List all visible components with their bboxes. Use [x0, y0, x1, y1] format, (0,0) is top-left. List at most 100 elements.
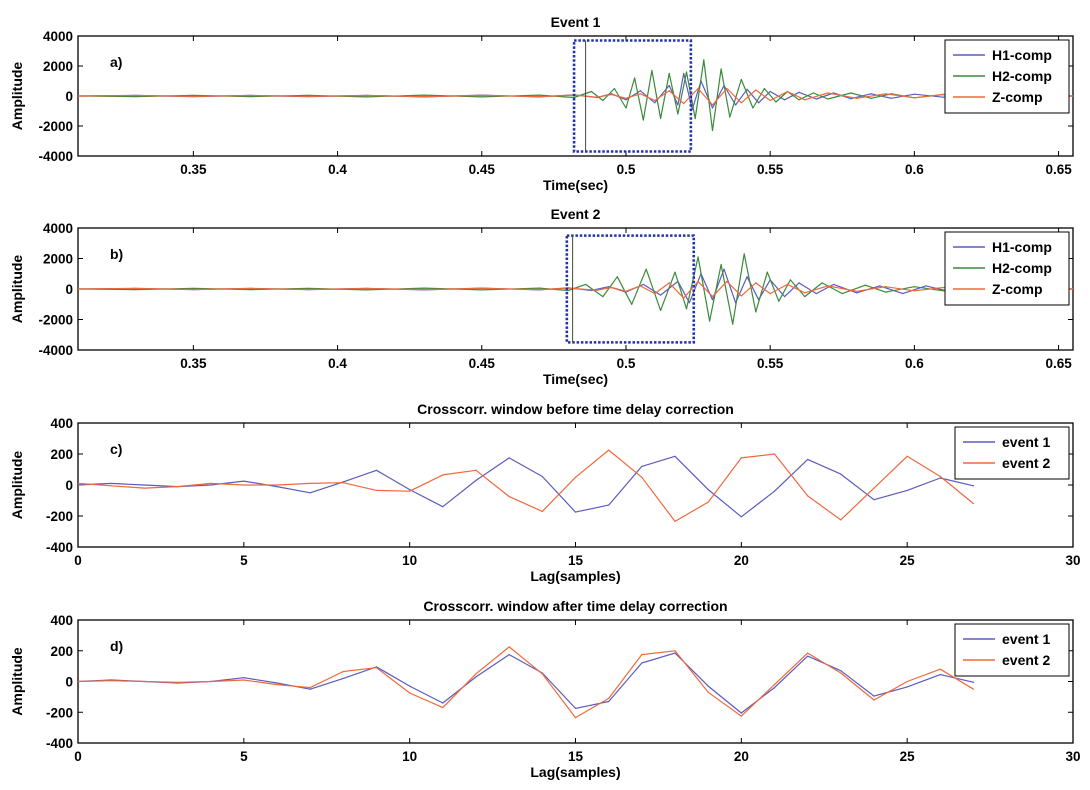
- data-point: [925, 285, 927, 287]
- y-tick-label: 400: [50, 613, 73, 628]
- data-point: [308, 94, 310, 96]
- data-point: [192, 94, 194, 96]
- data-point: [873, 487, 875, 489]
- data-point: [645, 268, 647, 270]
- data-point: [309, 492, 311, 494]
- data-point: [906, 686, 908, 688]
- y-tick-label: 2000: [43, 252, 73, 267]
- data-point: [596, 289, 598, 291]
- data-point: [573, 96, 575, 99]
- highlight-window-box: [565, 234, 696, 344]
- data-point: [608, 286, 610, 288]
- data-point: [942, 96, 944, 98]
- data-point: [789, 279, 791, 281]
- data-point: [250, 94, 252, 97]
- data-point: [243, 480, 245, 482]
- data-point: [309, 688, 311, 690]
- data-point: [610, 286, 613, 289]
- data-point: [78, 484, 79, 486]
- data-point: [879, 285, 881, 287]
- data-point: [651, 69, 653, 72]
- series-line-event-2: [78, 646, 974, 719]
- data-point: [250, 287, 252, 290]
- x-axis-label: Lag(samples): [530, 764, 620, 780]
- data-point: [939, 673, 941, 676]
- data-point: [342, 670, 344, 673]
- y-axis-label: Amplitude: [9, 647, 25, 716]
- data-point: [659, 294, 662, 296]
- data-point: [442, 474, 444, 476]
- data-point: [442, 707, 444, 709]
- data-point: [720, 264, 722, 266]
- data-point: [841, 292, 843, 295]
- data-point: [740, 715, 742, 717]
- legend-entry: Z-comp: [992, 281, 1043, 297]
- data-point: [773, 490, 776, 492]
- data-point: [674, 650, 676, 652]
- data-point: [740, 712, 742, 714]
- data-point: [110, 680, 112, 682]
- legend-entry: H1-comp: [992, 47, 1052, 63]
- data-point: [711, 296, 714, 298]
- y-tick-label: -2000: [38, 313, 73, 328]
- data-point: [674, 455, 676, 457]
- data-point: [683, 297, 685, 299]
- x-axis-label: Lag(samples): [530, 568, 620, 584]
- data-point: [243, 484, 245, 486]
- legend-entry: event 1: [1002, 631, 1050, 647]
- data-point: [804, 292, 806, 294]
- x-tick-label: 10: [402, 749, 417, 764]
- data-point: [864, 284, 866, 286]
- data-point: [786, 90, 789, 93]
- data-point: [840, 473, 842, 475]
- data-point: [365, 96, 368, 98]
- y-tick-label: -2000: [38, 119, 73, 134]
- data-point: [481, 96, 483, 98]
- data-point: [442, 702, 444, 704]
- data-point: [942, 93, 944, 96]
- data-point: [827, 92, 829, 94]
- data-point: [720, 68, 722, 70]
- x-tick-label: 30: [1065, 553, 1080, 568]
- data-point: [755, 282, 757, 284]
- data-point: [913, 290, 915, 292]
- chart-title: Crosscorr. window after time delay corre…: [423, 598, 727, 614]
- data-point: [773, 687, 776, 689]
- panel-label: c): [110, 441, 122, 457]
- y-tick-label: -400: [46, 736, 73, 751]
- data-point: [590, 90, 592, 93]
- x-tick-label: 0.35: [180, 356, 207, 371]
- data-point: [508, 646, 510, 648]
- data-point: [697, 280, 699, 282]
- data-point: [807, 652, 809, 654]
- data-point: [873, 695, 875, 697]
- data-point: [365, 94, 368, 97]
- data-point: [740, 516, 742, 518]
- data-point: [596, 96, 598, 98]
- data-point: [711, 104, 714, 106]
- data-point: [602, 99, 604, 102]
- panel-d: Crosscorr. window after time delay corre…: [9, 598, 1081, 780]
- x-tick-label: 0.5: [617, 356, 636, 371]
- x-tick-label: 0.65: [1045, 356, 1072, 371]
- data-point: [729, 116, 731, 118]
- data-point: [740, 457, 742, 459]
- y-tick-label: 200: [50, 644, 73, 659]
- data-point: [541, 475, 543, 478]
- data-point: [856, 292, 858, 294]
- data-point: [804, 296, 806, 298]
- legend: event 1 event 2: [954, 426, 1070, 480]
- data-point: [827, 98, 829, 100]
- chart-title: Event 1: [551, 14, 601, 30]
- data-point: [192, 288, 194, 291]
- data-point: [608, 504, 610, 506]
- data-point: [276, 682, 278, 684]
- data-point: [972, 688, 975, 690]
- data-point: [243, 677, 245, 679]
- data-point: [423, 287, 425, 289]
- data-point: [783, 99, 786, 101]
- x-tick-label: 25: [900, 749, 916, 764]
- data-point: [723, 268, 725, 270]
- legend-entry: event 2: [1002, 652, 1050, 668]
- series-line-event-2: [78, 449, 974, 523]
